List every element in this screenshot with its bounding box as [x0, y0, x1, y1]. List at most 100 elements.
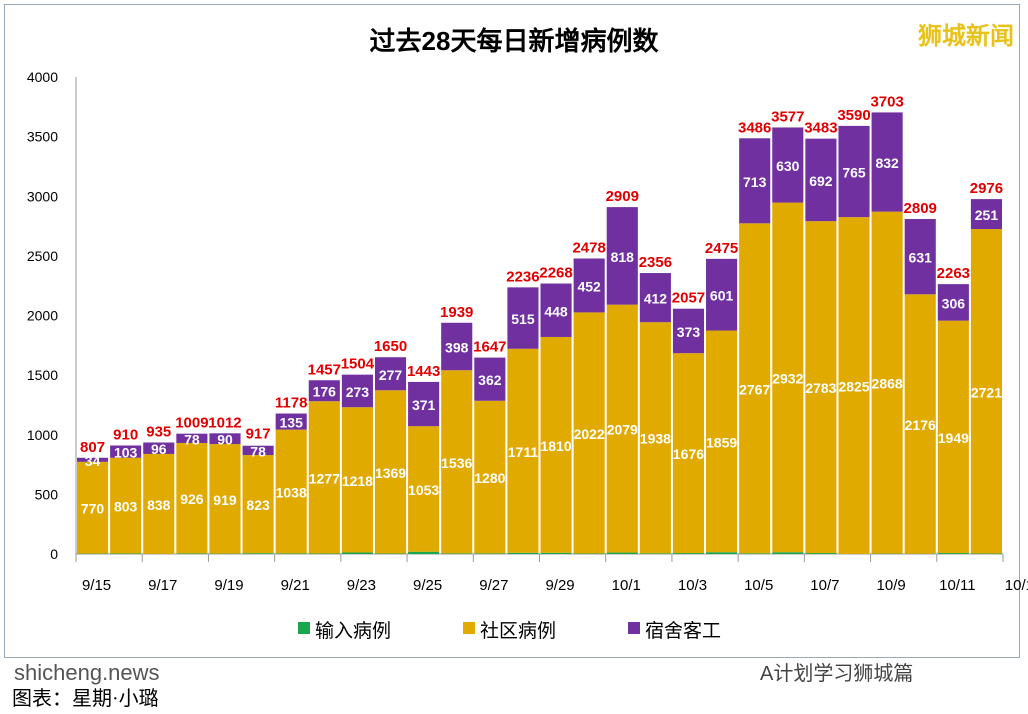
chart-title: 过去28天每日新增病例数 [370, 26, 660, 56]
segment-label: 919 [213, 492, 237, 508]
total-label: 1647 [473, 339, 506, 356]
bar-segment [937, 553, 969, 554]
bar-segment [606, 304, 638, 553]
bar-segment [275, 413, 307, 430]
total-label: 1939 [440, 304, 473, 321]
segment-label: 362 [478, 372, 502, 388]
bar-segment [706, 552, 738, 554]
segment-label: 398 [445, 340, 469, 356]
bar-segment [176, 433, 208, 443]
legend-label: 社区病例 [480, 620, 556, 642]
bar-segment [937, 320, 969, 554]
total-label: 2236 [506, 268, 539, 285]
bar-segment [937, 284, 969, 321]
total-label: 2057 [672, 290, 705, 307]
total-label: 2475 [705, 240, 738, 257]
y-tick-label: 0 [50, 546, 58, 562]
total-label: 2268 [539, 265, 572, 282]
y-tick-label: 500 [35, 486, 59, 502]
total-label: 3483 [804, 120, 837, 137]
total-label: 2356 [639, 254, 672, 271]
bar-segment [573, 258, 605, 313]
total-label: 3703 [870, 93, 903, 110]
legend-swatch [298, 622, 310, 634]
bar-segment [308, 380, 340, 402]
y-tick-label: 4000 [27, 69, 58, 85]
chart-frame [4, 4, 1020, 658]
bar-segment [474, 400, 506, 554]
x-tick-label: 10/1 [612, 577, 641, 594]
total-label: 807 [80, 439, 105, 456]
bar-segment [341, 552, 373, 554]
total-label: 935 [146, 424, 171, 441]
x-tick-label: 9/19 [214, 577, 243, 594]
bar-segment [507, 552, 539, 554]
x-tick-label: 9/25 [413, 577, 442, 594]
total-label: 1009 [175, 415, 208, 432]
total-label: 910 [113, 426, 138, 443]
bar-segment [540, 552, 572, 554]
bar-segment [772, 127, 804, 203]
segment-label: 1711 [508, 444, 539, 460]
bar-segment [242, 553, 274, 554]
segment-label: 770 [81, 501, 105, 517]
bar-segment [871, 112, 903, 212]
segment-label: 1938 [640, 431, 671, 447]
segment-label: 34 [85, 453, 101, 469]
segment-label: 515 [511, 311, 535, 327]
segment-label: 2868 [872, 376, 903, 392]
wechat-label: A计划学习狮城篇 [760, 663, 914, 685]
bar-segment [904, 294, 936, 554]
bar-segment [805, 553, 837, 554]
bar-segment [672, 553, 705, 554]
total-label: 2909 [606, 188, 639, 205]
bar-segment [242, 455, 274, 554]
bar-segment [275, 553, 307, 554]
total-label: 1504 [341, 356, 375, 373]
bar-segment [242, 445, 274, 456]
total-label: 3577 [771, 108, 804, 125]
segment-label: 692 [809, 173, 833, 189]
x-tick-label: 9/23 [347, 577, 376, 594]
x-tick-label: 10/11 [939, 577, 975, 594]
bar-segment [341, 374, 373, 408]
bar-segment [408, 426, 440, 552]
segment-label: 251 [975, 207, 999, 223]
y-tick-label: 2500 [27, 248, 58, 264]
segment-label: 103 [114, 445, 138, 461]
bar-segment [110, 457, 142, 554]
segment-label: 765 [842, 165, 866, 181]
segment-label: 1859 [706, 434, 737, 450]
bar-segment [176, 553, 208, 554]
bar-segment [110, 445, 142, 458]
segment-label: 452 [577, 278, 601, 294]
bar-segment [739, 223, 771, 554]
bar-segment [706, 258, 738, 331]
segment-label: 96 [151, 441, 167, 457]
bar-segment [805, 138, 837, 222]
segment-label: 838 [147, 497, 171, 513]
segment-label: 78 [184, 431, 200, 447]
bar-segment [970, 199, 1002, 230]
caption: 图表：星期·小璐 [12, 688, 159, 710]
x-tick-label: 9/27 [479, 577, 508, 594]
bar-segment [275, 429, 307, 554]
site-watermark: shicheng.news [14, 660, 160, 685]
x-tick-label: 10/13 [1005, 577, 1028, 594]
bar-segment [209, 433, 241, 445]
segment-label: 176 [313, 384, 337, 400]
legend-label: 输入病例 [315, 620, 391, 642]
segment-label: 2932 [772, 370, 803, 386]
segment-label: 78 [250, 443, 266, 459]
bar-segment [474, 357, 506, 401]
bar-segment [540, 336, 572, 553]
watermark: 狮城新闻 [918, 23, 1014, 50]
bar-segment [143, 453, 175, 554]
segment-label: 1676 [673, 446, 704, 462]
segment-label: 2825 [838, 379, 869, 395]
bar-segment [143, 442, 175, 454]
total-label: 2809 [904, 200, 937, 217]
total-label: 1012 [208, 414, 241, 431]
segment-label: 630 [776, 158, 800, 174]
